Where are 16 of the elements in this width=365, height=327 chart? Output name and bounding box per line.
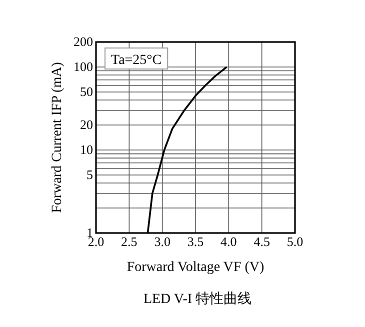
y-axis-title: Forward Current IFP (mA) <box>50 62 65 213</box>
y-tick-label: 20 <box>80 117 93 132</box>
x-tick-label: 3.0 <box>154 234 170 249</box>
y-tick-label: 5 <box>86 166 93 182</box>
x-tick-label: 2.5 <box>121 234 138 249</box>
y-tick-label: 200 <box>74 34 93 49</box>
text: LED V-I 特性曲线 <box>143 291 252 307</box>
x-tick-label: 3.5 <box>187 234 204 249</box>
y-tick-label: 50 <box>80 84 93 99</box>
y-tick-label: 10 <box>80 142 93 157</box>
y-tick-label: 100 <box>74 58 93 74</box>
annotation: Ta=25°C <box>111 53 162 68</box>
x-tick-label: 4.5 <box>254 234 270 249</box>
x-tick-label: 5.0 <box>286 234 304 249</box>
x-tick-label: 4.0 <box>220 234 237 249</box>
x-axis-title: Forward Voltage VF (V) <box>126 260 264 275</box>
